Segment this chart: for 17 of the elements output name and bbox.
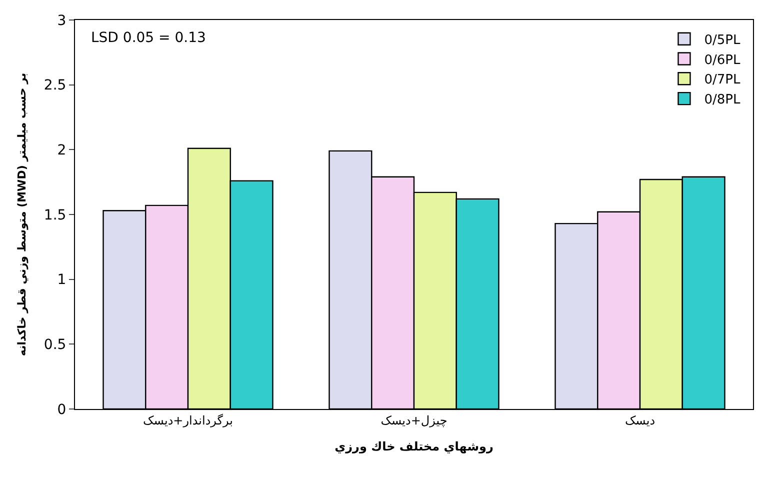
x-axis-title: روشهاي مختلف خاك ورزي — [334, 439, 494, 454]
y-tick-label: 2 — [57, 142, 66, 159]
y-tick-label: 1 — [57, 272, 66, 288]
x-tick-label: دیسک — [624, 413, 656, 428]
y-tick-label: 3 — [57, 12, 66, 29]
y-axis-title: متوسط وزني قطر خاكدانه (MWD) بر حسب ميليمتر — [16, 72, 29, 356]
legend-label: 0/6PL — [704, 52, 741, 68]
legend-label: 0/8PL — [704, 92, 741, 108]
legend-label: 0/7PL — [704, 72, 741, 88]
annotation: LSD 0.05 = 0.13 — [91, 30, 206, 46]
y-tick-label: 0 — [57, 402, 66, 418]
y-tick-label: 1.5 — [44, 207, 66, 224]
y-tick-label: 0.5 — [44, 337, 66, 354]
x-tick-label: چیزل+دیسک — [380, 413, 448, 428]
y-tick-label: 2.5 — [44, 78, 66, 94]
x-tick-label: برگرداندار+دیسک — [143, 413, 233, 428]
legend-label: 0/5PL — [704, 32, 741, 48]
